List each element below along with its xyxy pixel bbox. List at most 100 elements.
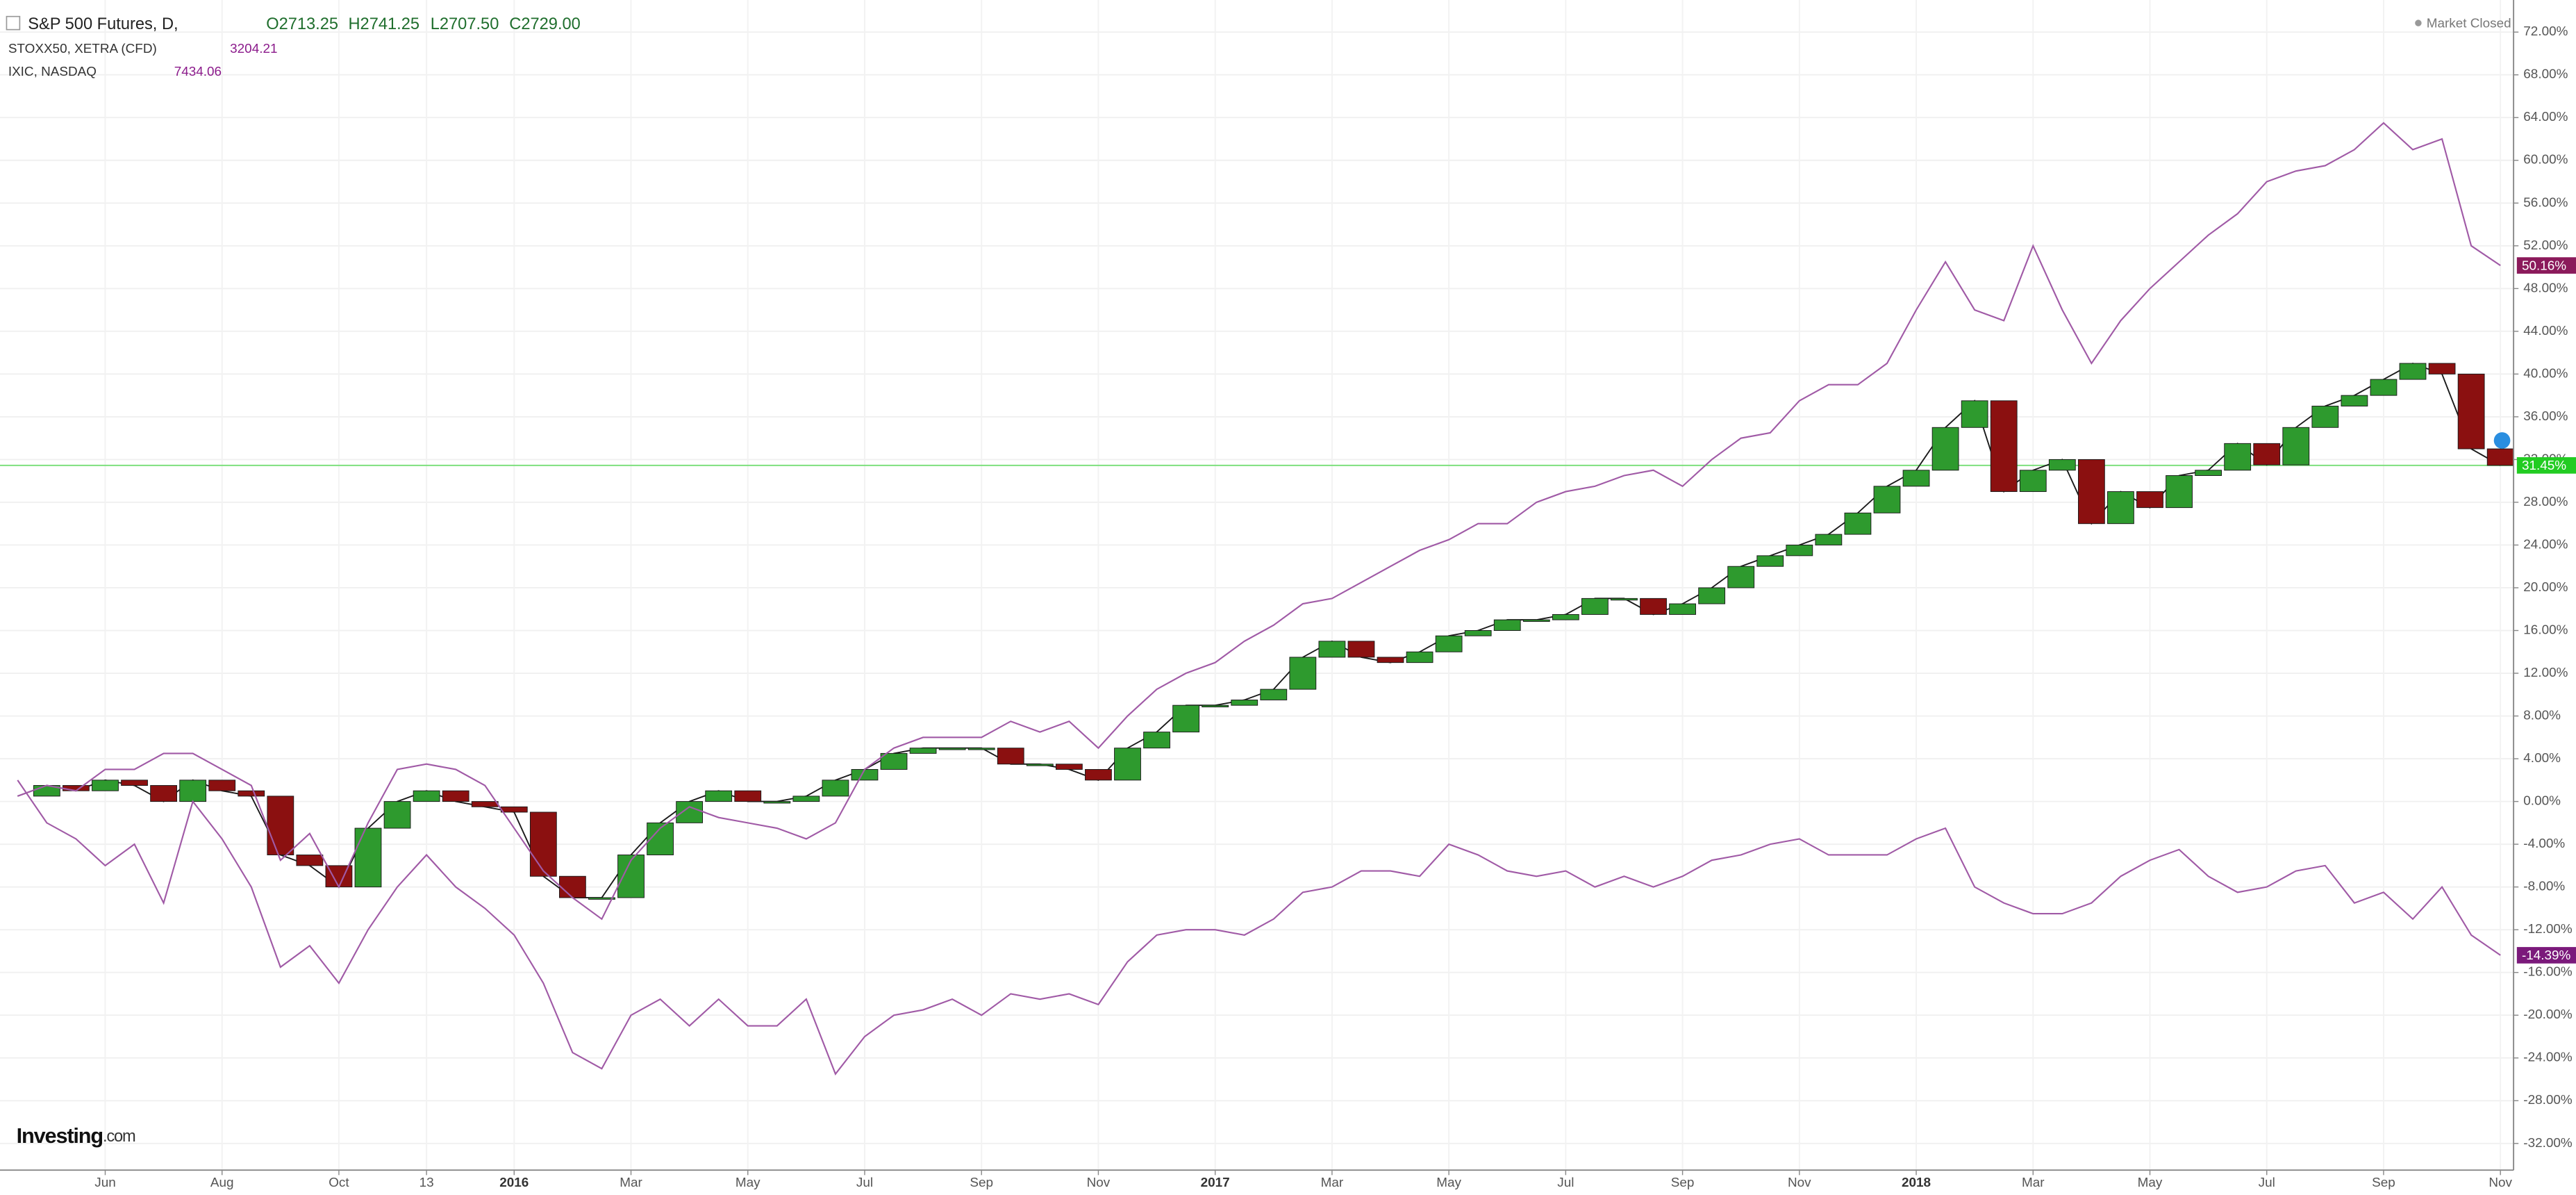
x-tick-label: Jun — [94, 1176, 115, 1190]
candle — [1055, 764, 1083, 770]
candle — [2048, 459, 2076, 471]
candle — [1085, 768, 1112, 781]
candle — [2457, 373, 2485, 450]
x-tick-label: Jul — [2259, 1176, 2275, 1190]
candle — [2428, 363, 2456, 374]
candle — [238, 790, 265, 797]
y-tick-label: -8.00% — [2523, 880, 2565, 894]
candle — [1669, 603, 1696, 615]
y-tick-label: -32.00% — [2523, 1136, 2573, 1151]
candle — [1377, 657, 1404, 664]
candle — [121, 780, 148, 786]
y-tick-label: 12.00% — [2523, 666, 2568, 680]
ixic-price: 7434.06 — [174, 65, 222, 79]
ohlc-open: O2713.25 — [266, 15, 338, 33]
p-marker[interactable] — [2493, 432, 2511, 449]
last-value-label: -14.39% — [2522, 948, 2571, 963]
candle — [2136, 491, 2163, 509]
candle — [1786, 544, 1813, 557]
x-tick-label: Sep — [970, 1176, 993, 1190]
stoxx-price: 3204.21 — [230, 42, 277, 56]
candle — [2077, 459, 2105, 525]
y-tick-label: 52.00% — [2523, 238, 2568, 253]
y-tick-label: 8.00% — [2523, 709, 2561, 723]
series-line — [17, 122, 2501, 921]
candle — [529, 811, 557, 877]
x-tick-label: Sep — [1671, 1176, 1695, 1190]
y-tick-label: 0.00% — [2523, 794, 2561, 809]
candle — [1698, 587, 1726, 604]
y-tick-label: -20.00% — [2523, 1007, 2573, 1022]
candle — [792, 796, 820, 802]
candle — [1581, 598, 1609, 615]
candle — [2282, 427, 2310, 465]
x-tick-label: 13 — [419, 1176, 434, 1190]
plot — [17, 122, 2514, 1076]
y-tick-label: 60.00% — [2523, 153, 2568, 167]
x-tick-label: Mar — [2022, 1176, 2045, 1190]
candle — [354, 827, 382, 888]
status-dot — [2415, 19, 2422, 26]
ohlc-close: C2729.00 — [509, 15, 581, 33]
candle — [2253, 443, 2281, 465]
y-tick-label: 36.00% — [2523, 409, 2568, 424]
market-status: Market Closed — [2427, 16, 2511, 31]
candle — [2370, 379, 2398, 396]
x-tick-label: Mar — [620, 1176, 642, 1190]
candle — [1611, 598, 1638, 601]
y-tick-label: 64.00% — [2523, 110, 2568, 124]
last-value-label: 50.16% — [2522, 258, 2566, 273]
x-tick-label: 2016 — [499, 1176, 529, 1190]
x-tick-label: 2018 — [1902, 1176, 1931, 1190]
candle — [1522, 619, 1550, 622]
candle — [2486, 448, 2514, 466]
candle — [588, 897, 615, 900]
candle — [2019, 470, 2047, 493]
candle — [1756, 555, 1784, 567]
candle — [1990, 400, 2018, 493]
series-line — [17, 780, 2501, 1076]
x-tick-label: Mar — [1321, 1176, 1344, 1190]
candle — [208, 780, 236, 791]
x-tick-label: Nov — [2488, 1176, 2512, 1190]
candle — [383, 801, 411, 829]
logo-main: Investing — [17, 1123, 103, 1148]
last-value-badge — [2516, 947, 2576, 964]
candle — [763, 801, 791, 804]
candle — [705, 790, 733, 802]
candle — [676, 801, 704, 823]
y-tick-label: 44.00% — [2523, 324, 2568, 338]
candle — [442, 790, 470, 802]
candle — [734, 790, 762, 802]
candle — [1931, 427, 1959, 471]
candle — [150, 785, 177, 802]
candle — [1231, 700, 1258, 706]
y-tick-label: 56.00% — [2523, 195, 2568, 210]
candle — [1347, 641, 1375, 658]
candle — [1289, 657, 1317, 690]
y-tick-label: 20.00% — [2523, 580, 2568, 595]
x-tick-label: May — [1436, 1176, 1461, 1190]
candle — [967, 748, 995, 750]
candle — [1815, 534, 1843, 545]
logo-suffix: .com — [103, 1128, 135, 1146]
y-tick-label: 68.00% — [2523, 67, 2568, 82]
collapse-icon[interactable] — [6, 15, 21, 31]
candle — [1026, 764, 1054, 766]
candle — [500, 806, 528, 813]
y-tick-label: -4.00% — [2523, 836, 2565, 851]
y-tick-label: 40.00% — [2523, 366, 2568, 381]
candle — [2341, 395, 2368, 406]
x-tick-label: Jul — [856, 1176, 873, 1190]
y-tick-label: 16.00% — [2523, 623, 2568, 638]
y-tick-label: -28.00% — [2523, 1093, 2573, 1107]
candle — [1464, 630, 1492, 636]
candle — [938, 748, 966, 750]
candle — [1202, 704, 1229, 708]
candle — [1318, 641, 1346, 658]
candle — [1260, 689, 1288, 700]
candle — [471, 801, 499, 807]
last-value-badge — [2516, 257, 2576, 274]
